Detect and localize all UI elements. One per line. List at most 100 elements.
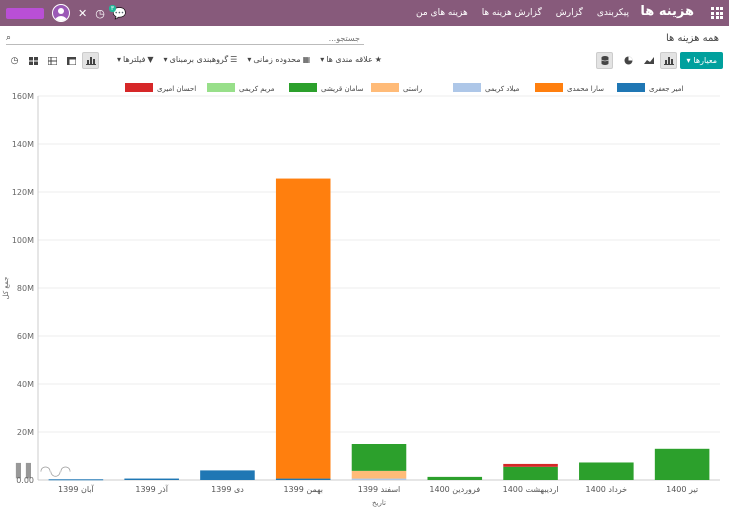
bar-segment	[48, 479, 104, 481]
bar-segment	[275, 178, 331, 479]
y-axis-label: جمع کل	[2, 277, 10, 300]
legend-label: راستی	[403, 85, 422, 93]
y-tick-label: 20M	[17, 428, 34, 437]
x-axis-label: تاریخ	[372, 499, 386, 507]
kanban-icon	[29, 56, 38, 65]
y-tick-label: 0.00	[16, 476, 34, 485]
database-icon	[601, 56, 609, 65]
bar-segment	[200, 470, 255, 480]
search-bar: ⌕	[6, 33, 364, 45]
graph-controls: معیارها ▾	[596, 52, 723, 69]
x-tick-label: آذر 1399	[135, 484, 168, 494]
bar-chart-icon	[663, 57, 674, 65]
chart-svg: 0.00 20M 40M 60M 80M 100M 120M 140M 160M آبان 139…	[2, 83, 720, 507]
legend-swatch	[125, 83, 153, 92]
menu-expense-reports[interactable]: گزارش هزینه ها	[481, 8, 542, 18]
bar-segment	[427, 476, 483, 480]
x-tick-label: تیر 1400	[666, 485, 698, 494]
legend-swatch	[289, 83, 317, 92]
menu-my-expenses[interactable]: هزینه های من	[416, 8, 468, 18]
y-tick-label: 100M	[12, 236, 34, 245]
menu-reporting[interactable]: گزارش	[555, 8, 583, 18]
legend-label: مریم کریمی	[239, 85, 275, 93]
app-brand[interactable]: هزینه ها	[640, 4, 694, 19]
y-tick-label: 80M	[17, 284, 34, 293]
search-icon[interactable]: ⌕	[6, 33, 12, 43]
y-tick-label: 140M	[12, 140, 34, 149]
legend-swatch	[535, 83, 563, 92]
y-tick-label: 120M	[12, 188, 34, 197]
x-tick-label: آبان 1399	[58, 484, 94, 494]
chat-badge: ۳	[108, 4, 117, 12]
user-avatar[interactable]	[52, 4, 70, 22]
bar-segment	[351, 470, 407, 479]
legend-swatch	[453, 83, 481, 92]
watermark-logo: ▌▌ ◠◡◠	[16, 464, 71, 479]
bar-segment	[579, 462, 634, 480]
kanban-view-button[interactable]	[25, 52, 42, 69]
chat-icon[interactable]: 💬 ۳	[108, 4, 127, 20]
page-title: همه هزینه ها	[665, 33, 719, 44]
search-input[interactable]	[20, 33, 360, 44]
caret-down-icon: ▾	[320, 55, 325, 64]
bar-segment	[275, 478, 331, 480]
y-tick-label: 160M	[12, 92, 34, 101]
list-icon: ☰	[230, 55, 238, 64]
caret-down-icon: ▾	[247, 55, 252, 64]
caret-down-icon: ▾	[117, 55, 122, 64]
expenses-bar-chart: 0.00 20M 40M 60M 80M 100M 120M 140M 160M آبان 139…	[0, 78, 729, 507]
bar-segment	[351, 478, 407, 480]
x-tick-label: خرداد 1400	[586, 485, 628, 494]
x-tick-label: بهمن 1399	[283, 485, 323, 494]
legend-label: امیر جعفری	[649, 85, 684, 93]
user-name-redacted[interactable]	[6, 7, 44, 19]
clock-icon[interactable]: ◷	[95, 6, 105, 20]
bar-chart-icon	[85, 57, 96, 65]
daterange-dropdown[interactable]: ▦ محدوده زمانی ▾	[247, 55, 311, 64]
pie-chart-icon	[624, 56, 633, 65]
search-panel-options: ▼ فیلترها ▾ ☰ گروهبندی برمبنای ▾ ▦ محدود…	[117, 55, 382, 64]
bar-segment	[503, 466, 558, 480]
clock-icon: ◷	[10, 55, 19, 66]
x-tick-label: اردیبهشت 1400	[503, 485, 559, 494]
activity-view-button[interactable]: ◷	[6, 52, 23, 69]
groupby-dropdown[interactable]: ☰ گروهبندی برمبنای ▾	[163, 55, 238, 64]
x-tick-label: فروردین 1400	[429, 485, 480, 494]
stacked-toggle-button[interactable]	[596, 52, 614, 69]
bar-segment	[654, 448, 710, 480]
legend-label: سارا محمدی	[567, 85, 604, 93]
top-navbar: هزینه ها هزینه های من گزارش هزینه ها گزا…	[0, 0, 729, 26]
list-view-icon	[48, 56, 57, 65]
graph-view-button[interactable]	[82, 52, 99, 69]
pivot-view-button[interactable]	[63, 52, 80, 69]
legend-label: میلاد کریمی	[485, 85, 520, 93]
close-icon[interactable]: ✕	[78, 6, 88, 20]
line-chart-button[interactable]	[640, 52, 657, 69]
menu-configuration[interactable]: پیکربندی	[596, 8, 629, 18]
main-menu: هزینه های من گزارش هزینه ها گزارش پیکربن…	[416, 8, 629, 18]
favorites-dropdown[interactable]: ★ علاقه مندی ها ▾	[320, 55, 382, 64]
caret-down-icon: ▾	[686, 56, 691, 65]
bar-segment	[503, 463, 558, 467]
x-tick-label: دی 1399	[211, 485, 244, 494]
legend-swatch	[371, 83, 399, 92]
star-icon: ★	[374, 55, 382, 64]
y-tick-label: 40M	[17, 380, 34, 389]
bar-segment	[351, 444, 407, 471]
pivot-icon	[67, 56, 76, 65]
pie-chart-button[interactable]	[620, 52, 637, 69]
filters-dropdown[interactable]: ▼ فیلترها ▾	[117, 55, 154, 64]
x-tick-label: اسفند 1399	[358, 485, 401, 494]
legend-label: سامان قریشی	[321, 85, 364, 93]
legend-swatch	[617, 83, 645, 92]
apps-menu-icon[interactable]	[711, 7, 723, 19]
list-view-button[interactable]	[44, 52, 61, 69]
caret-down-icon: ▾	[163, 55, 168, 64]
legend-swatch	[207, 83, 235, 92]
measures-button[interactable]: معیارها ▾	[680, 52, 723, 69]
area-chart-icon	[643, 57, 654, 64]
y-tick-label: 60M	[17, 332, 34, 341]
view-switcher: ◷	[6, 52, 99, 69]
bar-chart-button[interactable]	[660, 52, 678, 69]
systray: ✕ ◷ 💬 ۳	[6, 4, 127, 22]
